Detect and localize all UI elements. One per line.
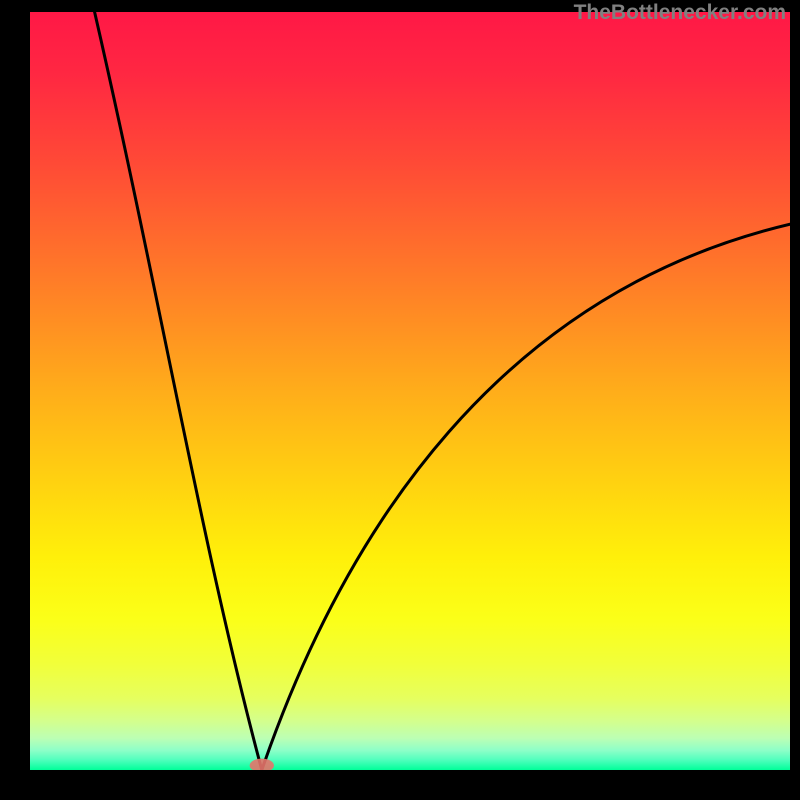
watermark-text: TheBottlenecker.com (574, 1, 786, 25)
plot-area (30, 12, 790, 770)
bottleneck-curve (30, 12, 790, 770)
optimal-marker (250, 759, 274, 770)
